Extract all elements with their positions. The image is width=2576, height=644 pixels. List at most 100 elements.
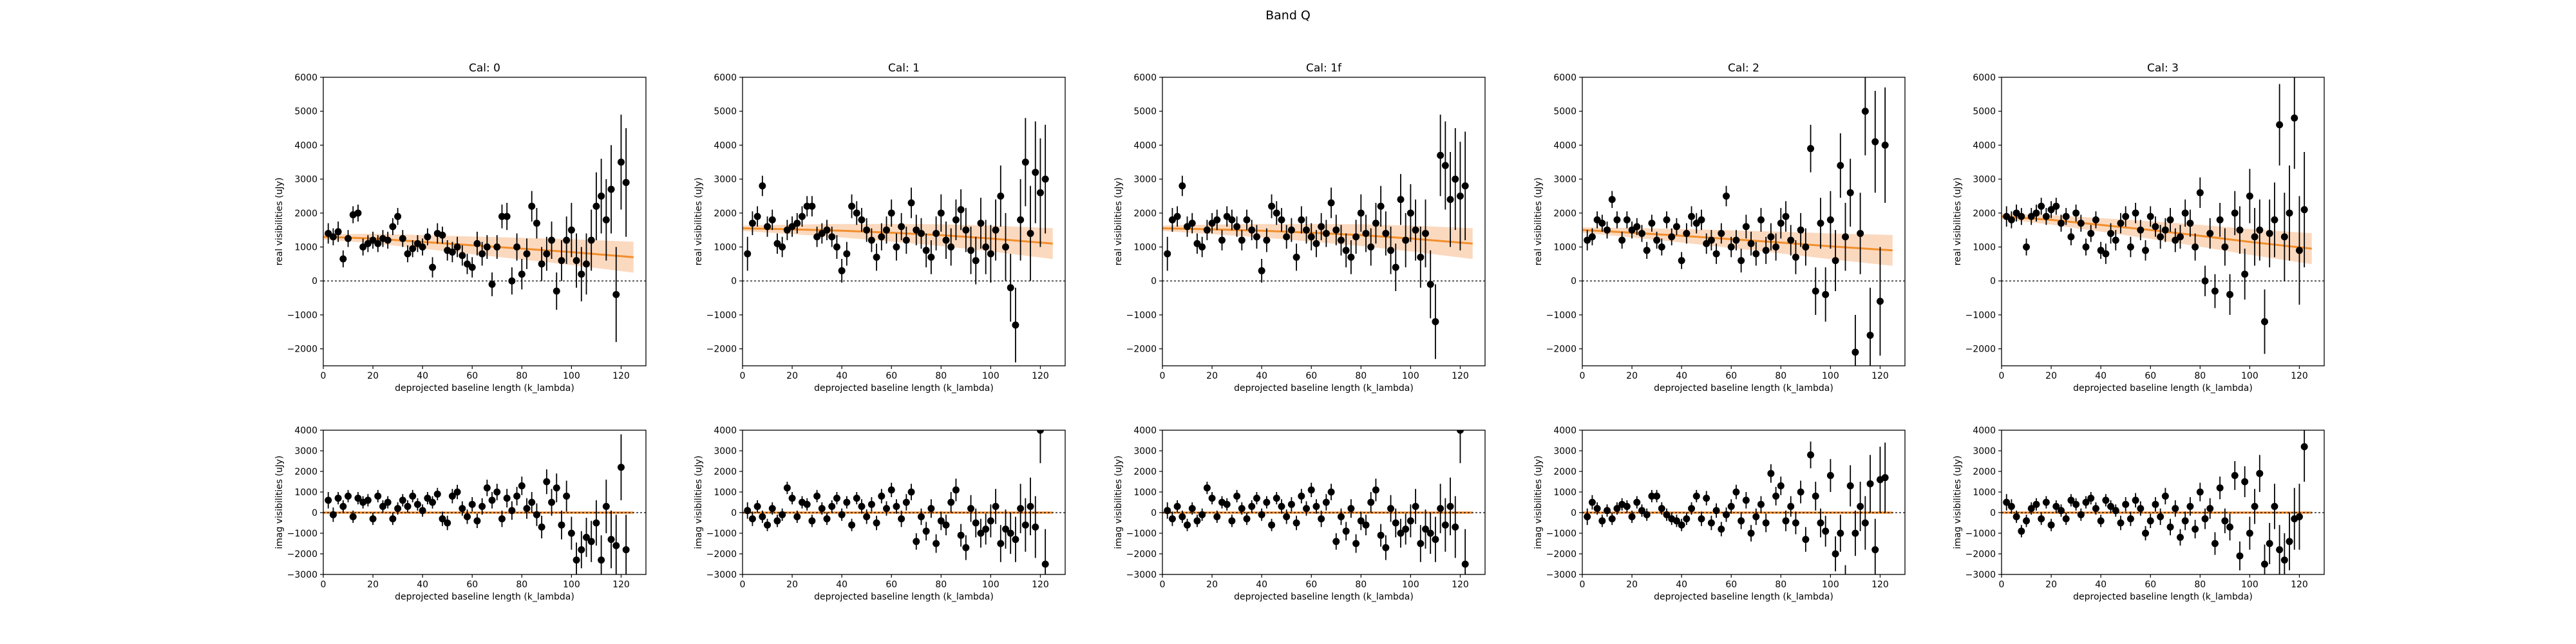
x-tick-label: 60 [466,371,478,381]
data-point [902,236,910,244]
data-point [2186,502,2194,510]
data-point [1402,236,1410,244]
data-point [1876,298,1884,305]
data-point [2067,497,2075,504]
data-point [1036,189,1044,196]
data-point [1382,229,1390,237]
y-tick-label: 6000 [714,73,737,83]
data-point [1332,538,1340,545]
data-point [823,515,831,523]
data-point [587,538,595,545]
data-point [1179,513,1186,520]
data-point [2087,495,2095,502]
y-tick-label: −1000 [287,310,317,321]
data-point [922,247,930,254]
x-tick-label: 100 [982,371,999,381]
data-point [848,202,856,210]
plot-area [743,118,1065,363]
data-point [2117,519,2125,527]
data-point [2032,209,2040,217]
data-point [1426,281,1434,289]
y-tick-label: 5000 [1553,107,1577,117]
plot-area [1582,77,1905,366]
x-tick-label: 0 [740,580,746,590]
data-point [1663,216,1671,223]
x-tick-label: 80 [516,580,527,590]
data-point [1372,486,1379,494]
data-point [967,505,975,513]
y-tick-label: −1000 [706,310,737,321]
x-axis-label: deprojected baseline length (k_lambda) [2073,383,2253,393]
y-tick-label: 0 [312,508,317,518]
data-point [1243,216,1251,223]
data-point [2057,507,2065,515]
data-point [325,229,332,237]
data-point [478,502,486,510]
data-point [1352,233,1360,241]
data-point [982,526,990,533]
data-point [898,223,905,231]
data-point [518,270,526,278]
data-point [1628,226,1636,234]
data-point [1203,226,1211,234]
data-point [843,250,851,258]
data-point [1446,196,1454,204]
data-point [1002,243,1010,251]
data-point [1007,284,1014,292]
data-point [1337,236,1345,244]
data-point [1243,515,1251,523]
data-point [1298,216,1305,223]
data-point [2161,226,2169,234]
x-tick-label: 100 [1822,371,1839,381]
data-point [1173,502,1181,510]
data-point [1608,515,1616,523]
data-point [464,260,471,268]
data-point [2112,236,2119,244]
data-point [374,492,382,500]
data-point [334,228,342,236]
subplot-title: Cal: 3 [2147,62,2179,75]
data-point [1007,529,1014,537]
data-point [493,488,501,496]
data-point [453,243,461,251]
data-point [1747,529,1755,537]
data-point [354,495,362,502]
data-point [913,226,920,234]
data-point [893,502,900,510]
data-point [2251,502,2259,510]
data-point [848,521,856,529]
data-point [2042,498,2050,506]
data-point [818,229,826,237]
x-tick-label: 20 [1626,371,1638,381]
data-point [1392,519,1399,527]
data-point [573,556,580,564]
data-point [1683,229,1690,237]
data-point [1588,498,1596,506]
data-point [1036,430,1044,434]
data-point [478,250,486,258]
data-point [1638,507,1645,515]
data-point [404,250,412,258]
x-tick-label: 120 [612,580,630,590]
data-point [2003,498,2011,506]
data-point [744,507,752,515]
data-point [543,478,551,486]
data-point [744,250,752,258]
data-point [783,226,791,234]
data-point [1318,515,1325,523]
data-point [1672,517,1680,525]
data-point [424,495,431,502]
data-point [1732,488,1740,496]
data-point [493,243,501,251]
data-point [1762,519,1770,527]
x-tick-label: 120 [1032,580,1049,590]
y-tick-label: −2000 [1546,345,1577,355]
y-axis-label: real visibilities (uJy) [1113,178,1124,266]
data-point [1613,505,1621,513]
data-point [972,519,980,527]
data-point [764,223,772,231]
data-point [1377,202,1385,210]
data-point [1332,226,1340,234]
y-axis-label: imag visibilities (uJy) [694,455,704,549]
data-point [1461,182,1469,190]
